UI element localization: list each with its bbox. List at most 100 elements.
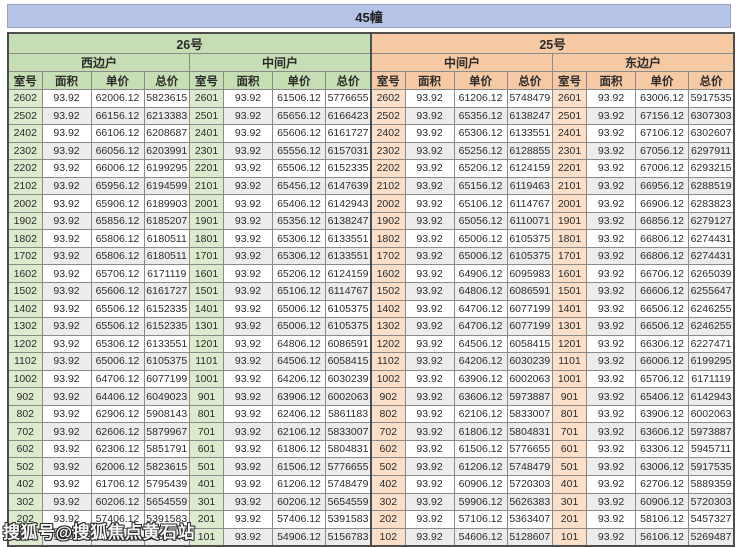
- room-number-cell: 101: [552, 527, 588, 547]
- table-row: 1502 93.92 65606.12 6161727 1501 93.92 65106.1…: [7, 282, 735, 301]
- value-cell: 66956.12: [635, 176, 690, 196]
- value-cell: 6199295: [143, 159, 190, 178]
- room-number-cell: 1701: [552, 246, 588, 266]
- value-cell: 93.92: [223, 299, 273, 319]
- value-cell: 6114767: [506, 194, 554, 213]
- value-cell: 93.92: [41, 89, 92, 108]
- value-cell: 60206.12: [272, 492, 326, 512]
- room-number-cell: 2102: [370, 176, 406, 196]
- value-cell: 66906.12: [635, 194, 690, 213]
- value-cell: 93.92: [586, 439, 637, 459]
- room-number-cell: 2201: [552, 159, 588, 178]
- value-cell: 93.92: [41, 422, 92, 441]
- table-row: 1602 93.92 65706.12 6171119 1601 93.92 65206.1…: [7, 264, 735, 284]
- value-cell: 93.92: [586, 369, 637, 389]
- room-number-cell: 701: [189, 422, 224, 441]
- value-cell: 93.92: [41, 387, 92, 406]
- value-cell: 63906.12: [453, 369, 508, 389]
- room-number-cell: 1901: [189, 211, 224, 231]
- value-cell: 93.92: [223, 369, 273, 389]
- value-cell: 6138247: [325, 211, 372, 231]
- column-header: 单价: [90, 71, 145, 90]
- value-cell: 93.92: [223, 159, 273, 178]
- value-cell: 6142943: [325, 194, 372, 213]
- value-cell: 93.92: [404, 334, 455, 354]
- room-number-cell: 401: [189, 475, 224, 494]
- value-cell: 6105375: [506, 229, 554, 248]
- room-number-cell: 1002: [7, 369, 43, 389]
- value-cell: 93.92: [223, 246, 273, 266]
- room-number-cell: 1602: [7, 264, 43, 284]
- building-25-header: 25号: [370, 32, 735, 54]
- value-cell: 6189903: [143, 194, 190, 213]
- value-cell: 6077199: [506, 299, 554, 319]
- room-number-cell: 1501: [189, 282, 224, 301]
- room-number-cell: 1101: [552, 352, 588, 371]
- value-cell: 66156.12: [90, 106, 145, 126]
- value-cell: 63606.12: [635, 422, 690, 441]
- value-cell: 93.92: [223, 404, 273, 424]
- value-cell: 93.92: [404, 159, 455, 178]
- value-cell: 6002063: [325, 387, 372, 406]
- value-cell: 62306.12: [90, 439, 145, 459]
- room-number-cell: 2601: [552, 89, 588, 108]
- value-cell: 6246255: [688, 317, 735, 336]
- value-cell: 6255647: [688, 282, 735, 301]
- value-cell: 6274431: [688, 246, 735, 266]
- value-cell: 59906.12: [453, 492, 508, 512]
- value-cell: 67056.12: [635, 141, 690, 161]
- value-cell: 65306.12: [272, 246, 326, 266]
- room-number-cell: 2402: [370, 124, 406, 143]
- room-number-cell: 1802: [370, 229, 406, 248]
- value-cell: 93.92: [41, 159, 92, 178]
- value-cell: 65006.12: [90, 352, 145, 371]
- room-number-cell: 1801: [552, 229, 588, 248]
- value-cell: 57406.12: [272, 510, 326, 529]
- value-cell: 57406.12: [90, 510, 145, 529]
- value-cell: 6086591: [506, 282, 554, 301]
- value-cell: 6307303: [688, 106, 735, 126]
- value-cell: 66806.12: [635, 246, 690, 266]
- value-cell: 6133551: [325, 246, 372, 266]
- value-cell: 93.92: [41, 141, 92, 161]
- value-cell: 62106.12: [272, 422, 326, 441]
- value-cell: 63006.12: [635, 89, 690, 108]
- value-cell: 6161727: [143, 282, 190, 301]
- value-cell: 93.92: [41, 211, 92, 231]
- table-row: 2602 93.92 62006.12 5823615 2601 93.92 61506.1…: [7, 89, 735, 108]
- room-number-cell: 1101: [189, 352, 224, 371]
- value-cell: 64706.12: [453, 299, 508, 319]
- room-number-cell: 1501: [552, 282, 588, 301]
- value-cell: 6213383: [143, 106, 190, 126]
- value-cell: 6138247: [506, 106, 554, 126]
- room-number-cell: 2502: [7, 106, 43, 126]
- value-cell: 93.92: [223, 211, 273, 231]
- value-cell: 5823615: [143, 457, 190, 477]
- value-cell: 64706.12: [90, 369, 145, 389]
- room-number-cell: 2102: [7, 176, 43, 196]
- value-cell: 66706.12: [635, 264, 690, 284]
- room-number-cell: 1402: [370, 299, 406, 319]
- room-number-cell: 801: [552, 404, 588, 424]
- value-cell: 93.92: [41, 282, 92, 301]
- column-header: 总价: [506, 71, 554, 90]
- value-cell: 93.92: [586, 422, 637, 441]
- value-cell: 5626383: [506, 492, 554, 512]
- value-cell: 66606.12: [635, 282, 690, 301]
- value-cell: 57106.12: [453, 510, 508, 529]
- unit-type-26-middle: 中间户: [189, 53, 372, 72]
- value-cell: 93.92: [586, 299, 637, 319]
- value-cell: 5391583: [325, 510, 372, 529]
- value-cell: 93.92: [586, 89, 637, 108]
- room-number-cell: 2401: [552, 124, 588, 143]
- room-number-cell: 102: [370, 527, 406, 547]
- value-cell: 61206.12: [453, 89, 508, 108]
- column-header-row: 室号 面积 单价 总价 室号 面积 单价 总价 室号 面积 单价 总价 室号 面积 单价 总价: [7, 71, 735, 90]
- value-cell: 93.92: [586, 176, 637, 196]
- value-cell: 64806.12: [272, 334, 326, 354]
- value-cell: 66506.12: [635, 317, 690, 336]
- value-cell: 93.92: [404, 439, 455, 459]
- value-cell: 93.92: [223, 106, 273, 126]
- value-cell: 64706.12: [453, 317, 508, 336]
